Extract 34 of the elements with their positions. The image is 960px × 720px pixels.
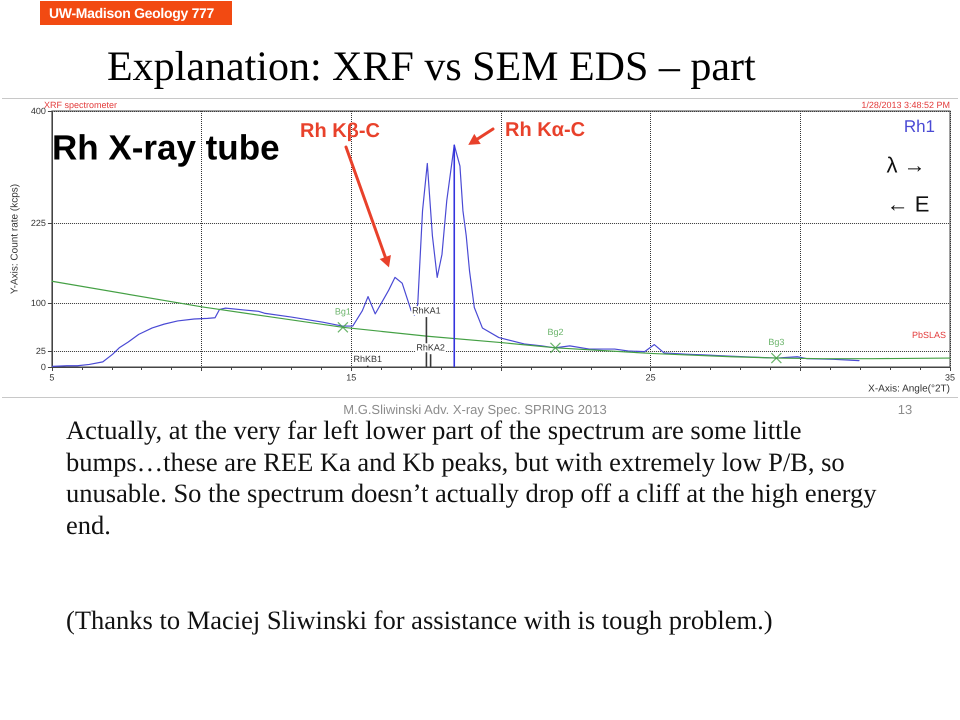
data-label: RhKA2 [416,342,445,353]
data-label: RhKB1 [353,354,382,364]
y-tick-label: 100 [30,298,46,308]
x-tick-label: 5 [49,372,54,382]
annotation: λ → [886,152,926,178]
x-axis-title: X-Axis: Angle(°2T) [868,384,950,394]
annotation: Rh Kα-C [505,119,586,141]
point [337,322,348,333]
x-tick-label: 15 [346,372,356,382]
chart-title: Explanation: XRF vs SEM EDS – part [107,43,756,91]
text: Rh1 [904,117,935,136]
y-tick-label: 225 [30,218,46,228]
text: UW-Madison Geology 777 [40,1,232,25]
annotation: Rh Kβ-C [300,120,380,142]
annotation: PbSLAS [912,330,946,340]
text: XRF spectrometer [44,100,118,110]
text: 13 [898,402,912,417]
data-label: RhKA1 [412,306,441,316]
data-label: Bg2 [547,326,564,337]
data-label: Bg1 [334,306,351,316]
annotation: ← E [886,192,930,216]
text: (Thanks to Maciej Sliwinski for assistance with is tough problem.) [66,605,774,637]
x-tick-label: 35 [944,372,955,382]
x-tick-label: 25 [646,372,656,382]
text: 1/28/2013 3:48:52 PM [861,100,950,110]
y-tick-label: 0 [40,362,46,372]
point [770,352,782,364]
y-tick-label: 25 [36,346,46,356]
point [550,342,562,354]
y-tick-label: 400 [30,106,46,116]
y-axis-title: Y-Axis: Count rate (kcps) [10,184,20,294]
data-label: Bg3 [768,337,784,348]
annotation: Rh X-ray tube [52,128,280,168]
text: M.G.Sliwinski Adv. X-ray Spec. SPRING 2013 [343,402,607,417]
